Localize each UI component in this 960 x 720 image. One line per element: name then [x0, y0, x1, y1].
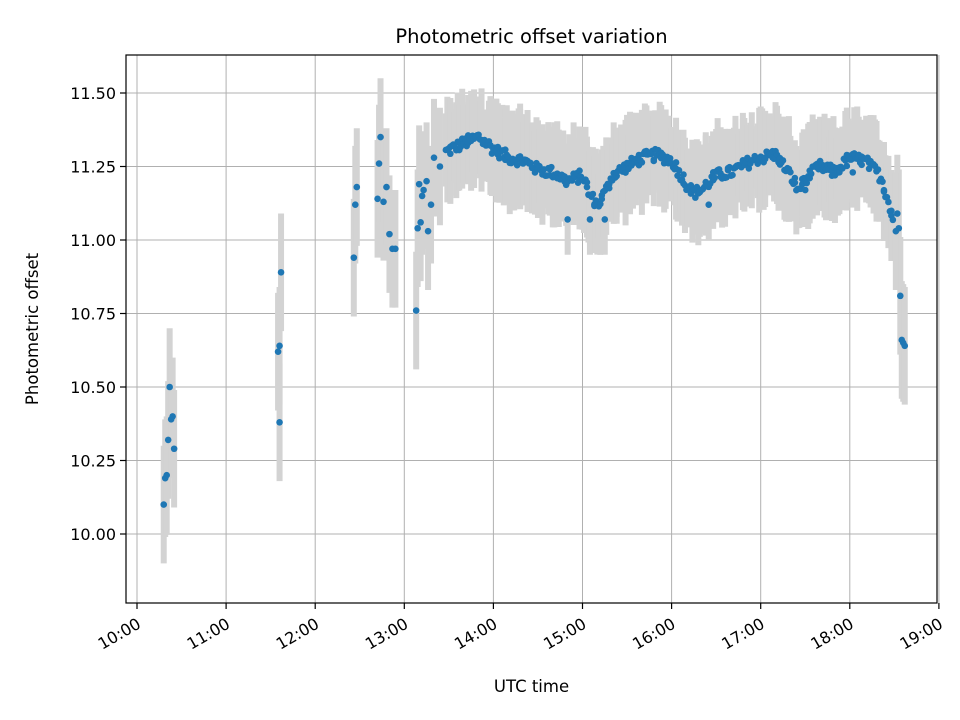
- y-axis-title: Photometric offset: [23, 252, 42, 405]
- data-point: [392, 245, 399, 253]
- data-point: [169, 413, 176, 420]
- x-axis-title: UTC time: [494, 677, 569, 696]
- data-point: [163, 471, 170, 479]
- data-point: [576, 167, 583, 175]
- data-point: [564, 216, 571, 223]
- data-point: [638, 159, 646, 166]
- data-point: [874, 166, 882, 173]
- data-point: [896, 292, 904, 300]
- data-point: [277, 269, 285, 276]
- data-point: [711, 174, 718, 182]
- data-point: [675, 166, 683, 174]
- data-point: [386, 230, 393, 238]
- data-point: [791, 179, 799, 186]
- data-point: [383, 183, 390, 191]
- data-point: [427, 201, 435, 209]
- data-point: [430, 154, 438, 161]
- data-point: [350, 254, 358, 261]
- chart-title: Photometric offset variation: [395, 25, 667, 48]
- data-point: [729, 171, 736, 179]
- data-point: [672, 159, 680, 166]
- data-point: [787, 168, 794, 176]
- data-point: [843, 162, 851, 170]
- y-tick-label: 11.25: [70, 158, 116, 177]
- data-point: [423, 177, 430, 185]
- data-point: [164, 436, 172, 444]
- data-point: [414, 224, 421, 232]
- data-point: [583, 178, 591, 186]
- data-point: [170, 445, 178, 453]
- data-point: [501, 146, 509, 153]
- data-point: [888, 207, 895, 215]
- data-point: [894, 210, 901, 217]
- data-point: [166, 383, 173, 391]
- y-tick-label: 10.75: [70, 305, 116, 324]
- data-point: [276, 418, 283, 426]
- data-point: [601, 216, 609, 223]
- data-point: [705, 201, 713, 209]
- data-point: [666, 154, 674, 162]
- data-point: [351, 201, 359, 209]
- data-point: [801, 186, 809, 194]
- plot-frame: [125, 54, 938, 604]
- data-point: [380, 198, 387, 206]
- data-point: [803, 179, 811, 187]
- data-point: [420, 186, 427, 194]
- data-point: [353, 183, 361, 191]
- data-point: [889, 216, 897, 224]
- data-point: [586, 216, 594, 223]
- data-point: [598, 195, 606, 203]
- data-point: [807, 170, 815, 178]
- data-point: [160, 501, 168, 508]
- data-point: [374, 195, 381, 203]
- data-point: [412, 307, 420, 314]
- data-point: [849, 169, 857, 176]
- data-point: [583, 183, 591, 191]
- y-tick-label: 10.00: [70, 525, 116, 544]
- data-point: [858, 161, 865, 169]
- data-point: [377, 133, 384, 141]
- data-point: [680, 171, 687, 178]
- y-tick-label: 10.50: [70, 378, 116, 397]
- data-point: [375, 160, 383, 167]
- data-point: [879, 178, 886, 185]
- data-point: [880, 188, 888, 195]
- y-tick-label: 10.25: [70, 452, 116, 471]
- data-point: [424, 227, 432, 235]
- data-point: [447, 150, 454, 158]
- data-point: [779, 157, 787, 164]
- y-tick-label: 11.00: [70, 231, 116, 250]
- data-point: [418, 192, 426, 200]
- data-point: [276, 342, 283, 350]
- data-point: [548, 163, 555, 171]
- data-point: [589, 190, 597, 198]
- data-point: [415, 180, 423, 188]
- data-point: [417, 219, 424, 226]
- data-point: [274, 348, 282, 356]
- data-point: [892, 227, 900, 235]
- data-point: [885, 198, 892, 206]
- data-point: [597, 200, 604, 208]
- point-layer: [160, 131, 909, 508]
- y-tick-label: 11.50: [70, 84, 116, 103]
- data-point: [791, 174, 799, 182]
- data-point: [436, 163, 444, 170]
- data-point: [901, 342, 909, 350]
